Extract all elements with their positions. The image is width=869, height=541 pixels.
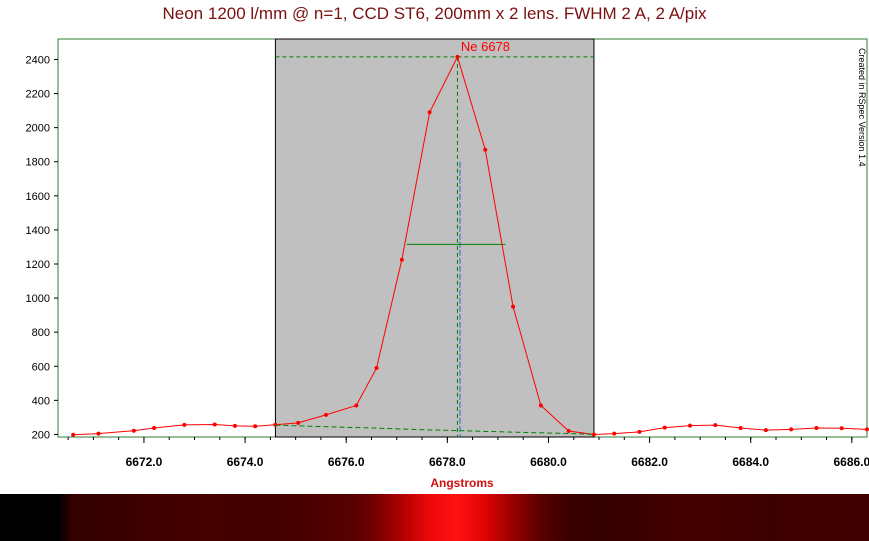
data-point xyxy=(566,429,571,434)
x-tick-label: 6680.0 xyxy=(530,455,567,469)
x-axis-label: Angstroms xyxy=(430,476,494,490)
spectrum-image-strip xyxy=(0,494,869,541)
y-tick-label: 200 xyxy=(32,429,50,441)
x-tick-label: 6672.0 xyxy=(126,455,163,469)
data-point xyxy=(323,412,328,417)
series-line-0 xyxy=(73,55,868,436)
data-point xyxy=(662,425,667,430)
data-point xyxy=(865,427,869,432)
y-tick-label: 400 xyxy=(32,395,50,407)
data-point xyxy=(182,422,187,427)
x-tick-label: 6674.0 xyxy=(227,455,264,469)
data-point xyxy=(538,403,543,408)
y-tick-label: 2000 xyxy=(26,123,50,135)
y-tick-label: 1800 xyxy=(26,157,50,169)
data-point xyxy=(637,429,642,434)
data-point xyxy=(374,365,379,370)
data-point xyxy=(354,403,359,408)
spectrum-plot[interactable]: Ne 6678 200 400 600 800 1000 1200 1400 1600 1800 2… xyxy=(0,0,869,494)
y-tick-label: 2400 xyxy=(26,54,50,66)
data-point xyxy=(152,425,157,430)
data-point xyxy=(738,425,743,430)
chart-title: Neon 1200 l/mm @ n=1, CCD ST6, 200mm x 2… xyxy=(162,4,707,23)
data-point xyxy=(511,304,516,309)
data-point xyxy=(688,423,693,428)
data-point xyxy=(455,54,460,59)
data-point xyxy=(763,428,768,433)
data-point xyxy=(427,110,432,115)
data-point xyxy=(399,257,404,262)
y-tick-label: 1200 xyxy=(26,259,50,271)
data-point xyxy=(131,428,136,433)
data-point xyxy=(296,420,301,425)
data-point xyxy=(839,426,844,431)
y-tick-label: 800 xyxy=(32,327,50,339)
data-point xyxy=(232,423,237,428)
data-point xyxy=(713,423,718,428)
y-tick-label: 1400 xyxy=(26,225,50,237)
x-tick-label: 6676.0 xyxy=(328,455,365,469)
y-tick-label: 1600 xyxy=(26,191,50,203)
data-point xyxy=(612,431,617,436)
x-tick-label: 6682.0 xyxy=(631,455,668,469)
y-tick-label: 600 xyxy=(32,361,50,373)
data-point xyxy=(789,427,794,432)
rspec-watermark: Created in RSpec Version 1.4 xyxy=(857,48,867,167)
data-point xyxy=(591,432,596,437)
data-point xyxy=(253,424,258,429)
x-tick-label: 6686.0 xyxy=(833,455,869,469)
peak-annotation: Ne 6678 xyxy=(461,39,510,54)
x-tick-label: 6684.0 xyxy=(732,455,769,469)
data-point xyxy=(273,422,278,427)
y-tick-label: 1000 xyxy=(26,293,50,305)
x-tick-label: 6678.0 xyxy=(429,455,466,469)
data-point xyxy=(814,425,819,430)
data-point xyxy=(483,147,488,152)
series-line-1 xyxy=(275,424,594,435)
selection-region xyxy=(274,38,595,438)
y-tick-label: 2200 xyxy=(26,89,50,101)
data-point xyxy=(96,431,101,436)
data-point xyxy=(71,432,76,437)
data-point xyxy=(212,422,217,427)
